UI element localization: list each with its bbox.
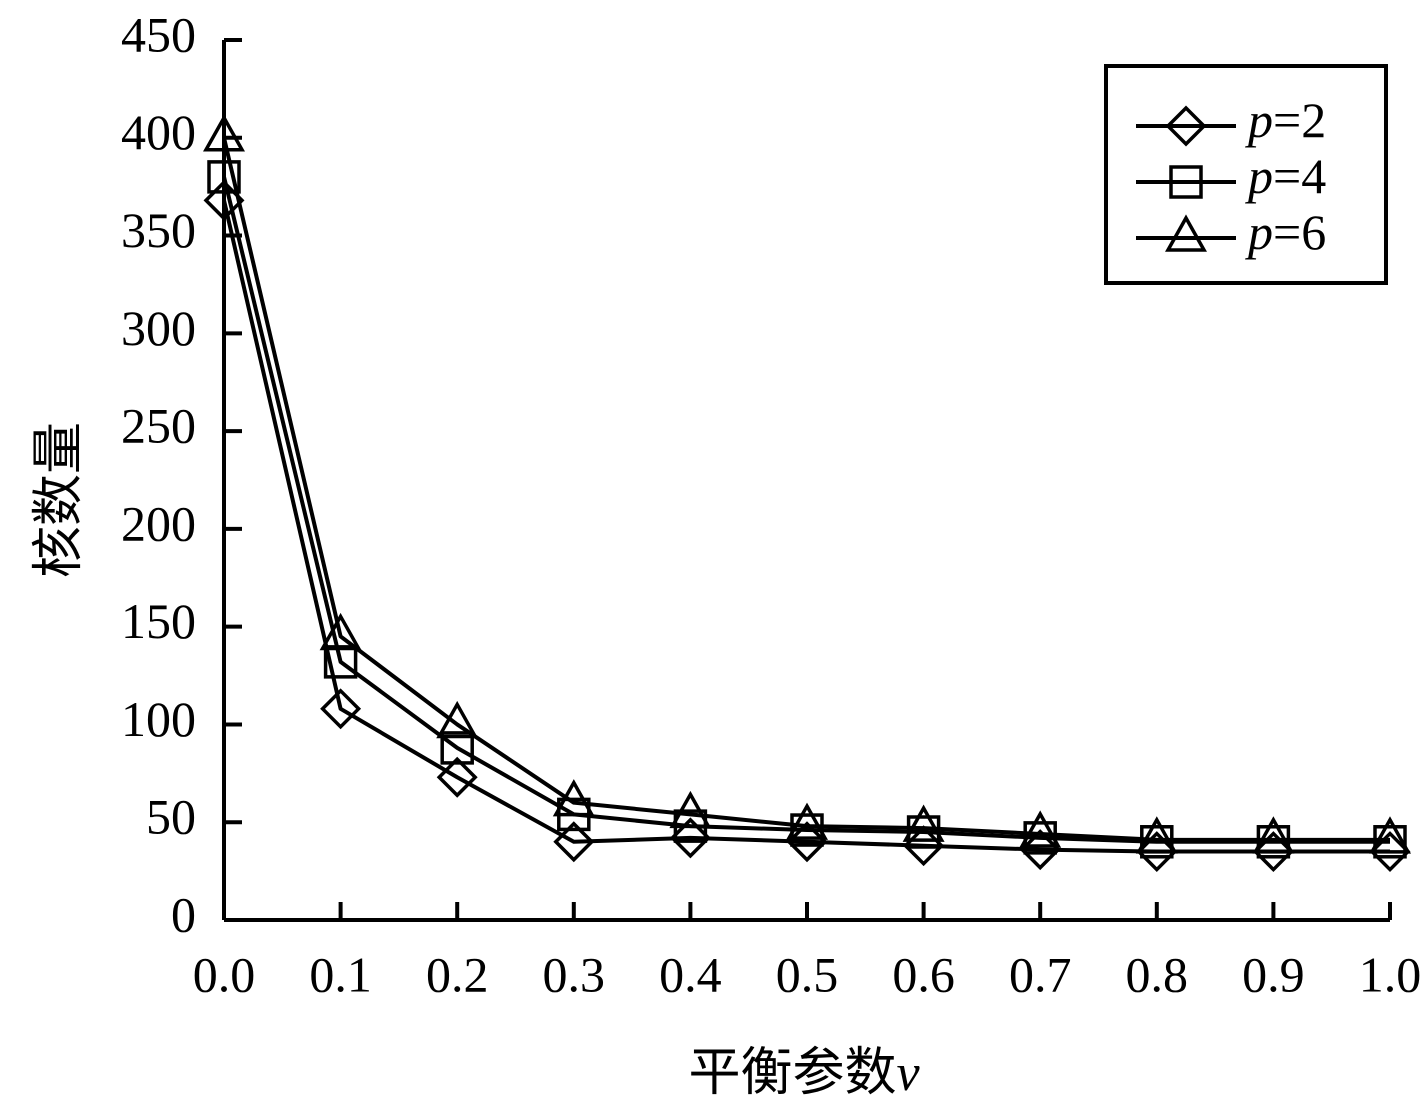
legend-items: p=2p=4p=6 [1136, 92, 1326, 260]
data-point-triangle [1369, 816, 1411, 854]
legend-label: p=2 [1245, 92, 1326, 148]
data-point-triangle [319, 612, 362, 651]
legend: p=2p=4p=6 [1104, 64, 1388, 285]
legend-label-rest: =6 [1273, 204, 1326, 260]
series-line [222, 199, 1390, 854]
data-point-triangle [203, 114, 245, 152]
data-point-square [207, 160, 241, 194]
legend-item: p=4 [1136, 148, 1326, 204]
legend-item: p=2 [1136, 92, 1326, 148]
data-point-diamond [436, 756, 478, 798]
legend-marker-triangle [1165, 214, 1207, 252]
y-tick-label: 0 [171, 886, 196, 942]
data-point-triangle [552, 779, 595, 817]
y-tick-label: 350 [121, 202, 196, 258]
series-triangle [203, 114, 1411, 854]
data-point-triangle [786, 802, 828, 840]
legend-label-var: p [1245, 204, 1273, 260]
data-point-diamond [1019, 829, 1061, 871]
data-point-diamond [1136, 831, 1178, 873]
x-axis-label-var: v [896, 1045, 920, 1102]
data-point-triangle [1019, 810, 1062, 848]
data-point-diamond [1369, 831, 1411, 873]
legend-item: p=6 [1136, 204, 1326, 260]
x-axis-label-main: 平衡参数 [688, 1045, 896, 1102]
ticks [222, 38, 1392, 922]
legend-marker-square [1169, 165, 1203, 199]
data-point-triangle [902, 804, 945, 842]
data-point-diamond [669, 817, 711, 859]
y-tick-label: 150 [121, 593, 196, 649]
data-point-diamond [786, 821, 828, 863]
x-tick-label: 0.8 [1126, 946, 1189, 1002]
x-tick-label: 0.5 [776, 946, 839, 1002]
y-tick-label: 250 [121, 398, 196, 454]
y-axis-label: 核数量 [31, 422, 88, 578]
series-line [222, 137, 1390, 842]
legend-label: p=6 [1245, 204, 1326, 260]
data-point-triangle [1252, 816, 1295, 854]
series [203, 114, 1411, 873]
x-tick-label: 0.7 [1009, 946, 1072, 1002]
legend-label-var: p [1245, 92, 1273, 148]
legend-label-rest: =2 [1273, 92, 1326, 148]
x-tick-label: 0.6 [892, 946, 955, 1002]
data-point-triangle [1135, 816, 1178, 854]
y-tick-label: 50 [146, 789, 196, 845]
x-axis-label: 平衡参数v [688, 1045, 920, 1102]
x-tick-label: 0.9 [1242, 946, 1305, 1002]
x-tick-label: 0.1 [309, 946, 372, 1002]
data-point-diamond [320, 688, 362, 730]
y-tick-label: 200 [121, 495, 196, 551]
x-tick-label: 1.0 [1359, 946, 1422, 1002]
data-point-triangle [436, 700, 479, 739]
y-tick-label: 100 [121, 691, 196, 747]
x-tick-label: 0.4 [659, 946, 722, 1002]
tick-labels: 0 50 100 150 200 250 300 350 400 450 0.0 0.1 0.2 0.3 0… [121, 6, 1421, 1002]
legend-label-var: p [1245, 148, 1273, 204]
series-diamond [203, 179, 1411, 873]
legend-label-rest: =4 [1273, 148, 1326, 204]
data-point-diamond [1252, 831, 1294, 873]
data-point-triangle [669, 790, 712, 829]
data-point-square [440, 731, 474, 765]
legend-label: p=4 [1245, 148, 1326, 204]
y-tick-label: 300 [121, 300, 196, 356]
y-tick-label: 450 [121, 6, 196, 62]
x-tick-label: 0.3 [543, 946, 606, 1002]
y-tick-label: 400 [121, 104, 196, 160]
x-tick-label: 0.0 [193, 946, 256, 1002]
legend-box [1104, 64, 1388, 285]
x-tick-label: 0.2 [426, 946, 489, 1002]
legend-marker-diamond [1165, 105, 1207, 147]
data-point-diamond [553, 821, 595, 863]
